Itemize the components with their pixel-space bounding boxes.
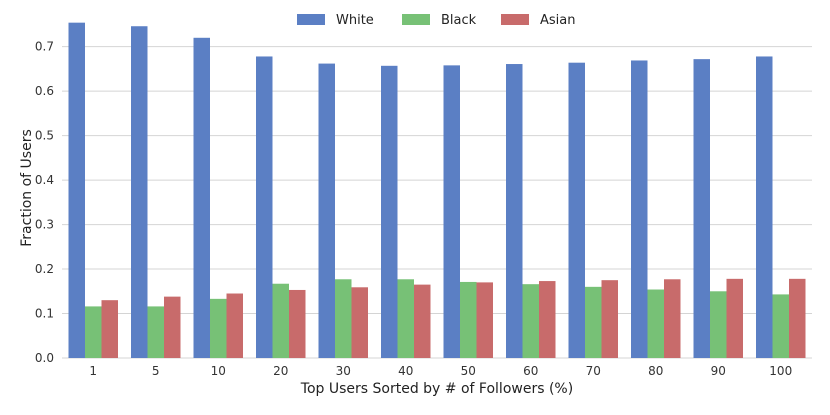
bar-asian-5 [164,296,181,358]
legend-label-black: Black [441,13,477,28]
bar-white-50 [443,65,460,359]
bar-black-10 [210,298,227,358]
bar-asian-10 [226,293,243,358]
bar-black-30 [335,279,352,358]
y-tick-label: 0.5 [35,129,54,143]
bar-black-100 [772,294,789,358]
y-axis-title: Fraction of Users [19,129,35,246]
bar-white-70 [568,62,585,358]
bar-asian-50 [476,282,493,358]
x-tick-label: 90 [711,364,726,378]
gridlines [62,46,812,359]
bar-asian-100 [789,278,806,358]
x-tick-label: 5 [152,364,160,378]
x-tick-label: 1 [89,364,97,378]
x-tick-label: 60 [523,364,538,378]
legend: White Black Asian [297,13,575,28]
bar-black-60 [522,284,539,358]
bars [68,22,806,359]
bar-white-90 [693,59,710,358]
bar-white-10 [193,37,210,358]
x-axis-title: Top Users Sorted by # of Followers (%) [300,381,573,397]
legend-swatch-white [297,14,325,25]
legend-label-white: White [336,13,374,28]
bar-black-80 [647,289,664,358]
x-tick-label: 20 [273,364,288,378]
bar-black-40 [397,279,414,358]
x-tick-label: 70 [586,364,601,378]
x-tick-label: 100 [769,364,792,378]
x-tick-label: 30 [336,364,351,378]
y-tick-label: 0.7 [35,40,54,54]
y-tick-label: 0.0 [35,351,54,365]
bar-asian-1 [101,300,118,358]
bar-black-1 [85,306,102,358]
bar-asian-90 [726,278,743,358]
x-tick-label: 80 [648,364,663,378]
bar-white-5 [131,26,148,358]
legend-swatch-black [402,14,430,25]
bar-asian-80 [664,279,681,358]
bar-asian-40 [414,284,431,358]
bar-asian-30 [351,287,368,358]
bar-black-20 [272,283,289,358]
bar-white-40 [381,65,398,358]
bar-asian-60 [539,281,556,358]
bar-white-20 [256,56,273,358]
bar-white-100 [756,56,773,358]
bar-white-30 [318,63,335,358]
bar-white-1 [68,22,85,358]
x-tick-label: 40 [398,364,413,378]
bar-black-90 [710,291,727,358]
y-tick-label: 0.4 [35,173,54,187]
legend-label-asian: Asian [540,13,575,28]
y-tick-label: 0.1 [35,307,54,321]
x-tick-label: 10 [211,364,226,378]
y-tick-label: 0.3 [35,218,54,232]
bar-asian-70 [601,280,618,358]
bar-black-5 [147,306,164,358]
y-axis: 0.0 0.1 0.2 0.3 0.4 0.5 0.6 0.7 [35,40,54,365]
bar-black-70 [585,286,602,358]
x-tick-label: 50 [461,364,476,378]
legend-swatch-asian [501,14,529,25]
y-tick-label: 0.6 [35,84,54,98]
x-axis: 1 5 10 20 30 40 50 60 70 80 90 100 [89,364,792,378]
bar-white-60 [506,64,523,358]
bar-white-80 [631,60,648,358]
y-tick-label: 0.2 [35,262,54,276]
bar-asian-20 [289,289,306,358]
bar-black-50 [460,281,477,358]
